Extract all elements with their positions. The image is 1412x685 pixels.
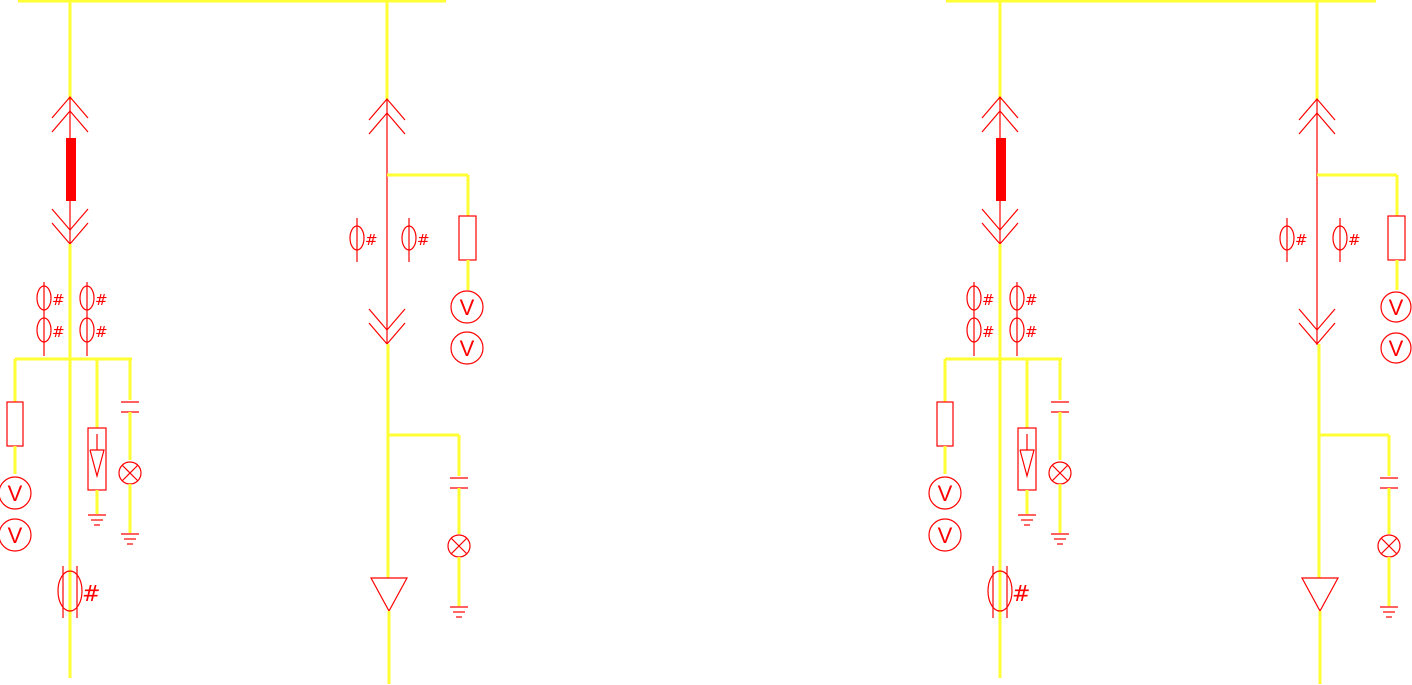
withdrawable-contact-icon <box>1298 308 1336 345</box>
current-transformer-icon: # <box>349 218 378 262</box>
ct-mark: # <box>82 582 100 607</box>
withdrawable-contact-icon <box>981 201 1019 245</box>
ground-icon <box>1051 533 1069 545</box>
ct-mark: # <box>1295 231 1308 249</box>
cable-termination-icon <box>1300 577 1340 613</box>
voltmeter-icon: V <box>1380 291 1412 323</box>
surge-arrester-icon <box>1017 427 1037 491</box>
ct-mark: # <box>417 231 430 249</box>
capacitor-icon <box>1380 477 1398 489</box>
feeder-a: # # # # V V <box>0 1 142 678</box>
fuse-icon <box>1387 215 1406 261</box>
voltmeter-icon: V <box>0 476 32 510</box>
ct-mark: # <box>95 291 108 309</box>
current-transformer-icon: # # <box>966 282 995 356</box>
current-transformer-icon: # <box>987 566 1030 618</box>
ct-mark: # <box>95 323 108 341</box>
voltmeter-label: V <box>1389 295 1404 320</box>
capacitor-icon <box>450 477 468 489</box>
current-transformer-icon: # # <box>1009 282 1038 356</box>
ct-mark: # <box>52 323 65 341</box>
voltmeter-label: V <box>460 336 475 361</box>
voltmeter-label: V <box>1389 336 1404 361</box>
current-transformer-icon: # <box>401 218 430 262</box>
withdrawable-contact-icon <box>51 201 89 245</box>
ct-mark: # <box>1025 291 1038 309</box>
feeder-b: V V # # <box>349 1 484 684</box>
ct-mark: # <box>52 291 65 309</box>
ground-icon <box>88 514 106 526</box>
ct-mark: # <box>982 291 995 309</box>
current-transformer-icon: # # <box>79 282 108 356</box>
ct-mark: # <box>1348 231 1361 249</box>
voltmeter-label: V <box>460 295 475 320</box>
cable-termination-icon <box>369 577 409 613</box>
withdrawable-contact-icon <box>981 96 1019 138</box>
current-transformer-icon: # # <box>36 282 65 356</box>
capacitor-icon <box>1051 401 1069 413</box>
feeder-d: V V # # <box>1279 1 1412 684</box>
indicator-lamp-icon <box>447 534 471 558</box>
voltmeter-icon: V <box>928 476 962 510</box>
current-transformer-icon: # <box>57 566 100 618</box>
feeder-c: # # # # V V <box>928 1 1072 678</box>
current-transformer-icon: # <box>1279 218 1308 262</box>
ct-mark: # <box>982 323 995 341</box>
ct-mark: # <box>365 231 378 249</box>
ground-icon <box>450 606 468 618</box>
voltmeter-label: V <box>938 523 953 548</box>
current-transformer-icon: # <box>1332 218 1361 262</box>
voltmeter-icon: V <box>450 331 484 365</box>
ct-mark: # <box>1012 582 1030 607</box>
fuse-icon <box>458 215 477 261</box>
ct-mark: # <box>1025 323 1038 341</box>
ground-icon <box>121 533 139 545</box>
ground-icon <box>1018 514 1036 526</box>
indicator-lamp-icon <box>118 461 142 485</box>
diagram-half-left: # # # # V V <box>0 0 484 684</box>
voltmeter-label: V <box>938 481 953 506</box>
ground-icon <box>1380 606 1398 618</box>
indicator-lamp-icon <box>1377 534 1401 558</box>
voltmeter-icon: V <box>928 518 962 552</box>
voltmeter-icon: V <box>450 290 484 324</box>
voltmeter-icon: V <box>1380 332 1412 364</box>
voltmeter-label: V <box>8 523 23 548</box>
voltmeter-label: V <box>8 481 23 506</box>
fuse-icon <box>6 401 24 447</box>
withdrawable-contact-icon <box>51 96 89 138</box>
indicator-lamp-icon <box>1048 461 1072 485</box>
diagram-half-right: # # # # V V <box>928 0 1412 684</box>
capacitor-icon <box>121 401 139 413</box>
fuse-icon <box>936 401 954 447</box>
circuit-breaker-icon <box>996 138 1006 201</box>
circuit-breaker-icon <box>66 138 76 201</box>
voltmeter-icon: V <box>0 518 32 552</box>
surge-arrester-icon <box>87 427 107 491</box>
